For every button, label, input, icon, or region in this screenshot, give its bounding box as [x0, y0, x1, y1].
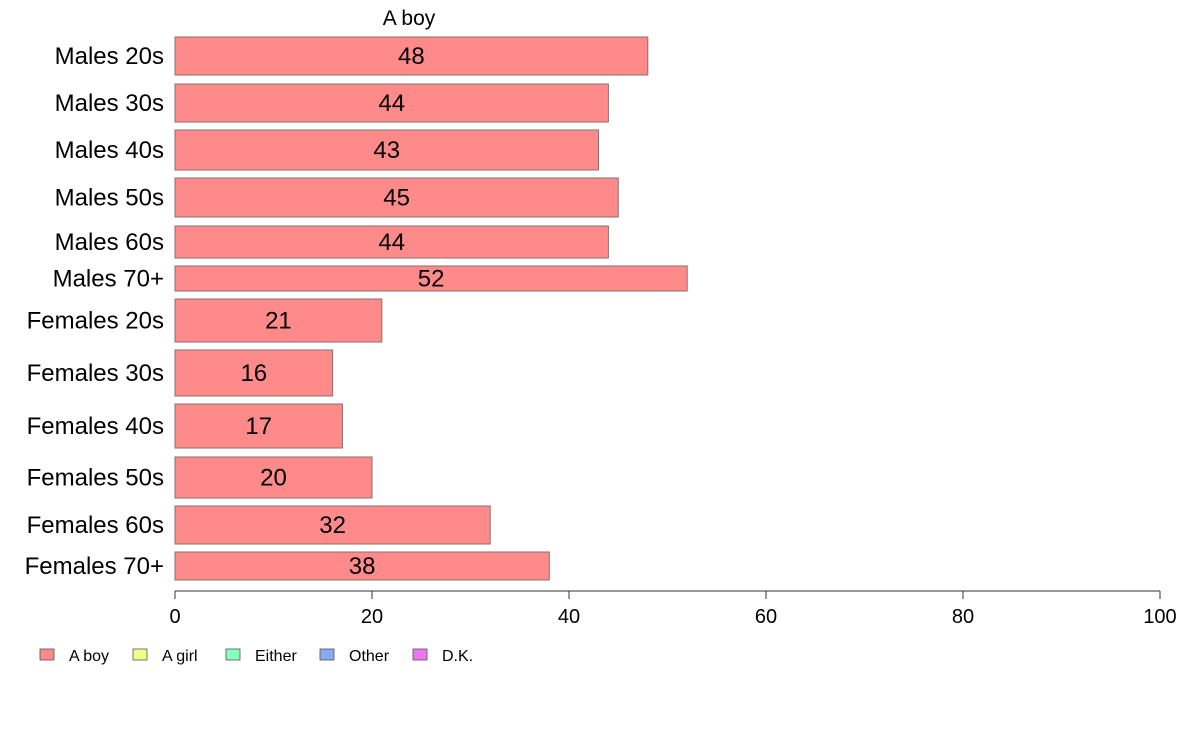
category-label: Females 30s [27, 360, 164, 387]
bar [174, 551, 550, 581]
legend-swatch [319, 648, 335, 661]
chart-title: A boy [383, 7, 436, 30]
legend-label: D.K. [442, 648, 473, 665]
bar [174, 83, 609, 123]
data-label: 52 [418, 266, 445, 293]
legend: A boy A girl Either Other D.K. [39, 648, 473, 665]
data-label: 17 [245, 413, 272, 440]
bar [174, 298, 383, 343]
legend-swatch [39, 648, 55, 661]
category-label: Females 50s [27, 465, 164, 492]
x-tick-label: 0 [169, 606, 180, 628]
category-label: Females 60s [27, 512, 164, 539]
x-tick-label: 60 [755, 606, 777, 628]
legend-label: A boy [69, 648, 109, 665]
data-label: 16 [240, 360, 267, 387]
x-tick-label: 100 [1143, 606, 1176, 628]
bar-group: Males 20s 48 Males 30s 44 Males 40s 43 Males 5… [25, 36, 688, 581]
category-label: Females 40s [27, 413, 164, 440]
bar [174, 505, 491, 545]
category-label: Males 60s [55, 229, 164, 256]
legend-label: A girl [162, 648, 198, 665]
bar [174, 225, 609, 259]
bar [174, 349, 334, 397]
legend-swatch [132, 648, 148, 661]
category-label: Males 70+ [53, 266, 164, 293]
data-label: 21 [265, 308, 292, 335]
x-tick-label: 40 [558, 606, 580, 628]
data-label: 38 [349, 553, 376, 580]
legend-swatch [225, 648, 241, 661]
bar [174, 456, 373, 499]
data-label: 43 [373, 137, 400, 164]
category-label: Males 40s [55, 137, 164, 164]
data-label: 32 [319, 512, 346, 539]
x-tick-label: 80 [952, 606, 974, 628]
x-tick-label: 20 [361, 606, 383, 628]
legend-label: Other [349, 648, 390, 665]
category-label: Females 20s [27, 308, 164, 335]
data-label: 44 [378, 90, 405, 117]
legend-swatch [412, 648, 428, 661]
category-label: Males 30s [55, 90, 164, 117]
bar [174, 403, 343, 449]
category-label: Females 70+ [25, 553, 164, 580]
category-label: Males 50s [55, 185, 164, 212]
data-label: 45 [383, 185, 410, 212]
x-axis: 0 20 40 60 80 100 [169, 590, 1177, 628]
data-label: 44 [378, 229, 405, 256]
legend-label: Either [255, 648, 297, 665]
data-label: 20 [260, 465, 287, 492]
bar [174, 36, 649, 76]
data-label: 48 [398, 43, 425, 70]
bar [174, 177, 619, 218]
category-label: Males 20s [55, 43, 164, 70]
bar [174, 129, 600, 171]
bar [174, 265, 688, 292]
